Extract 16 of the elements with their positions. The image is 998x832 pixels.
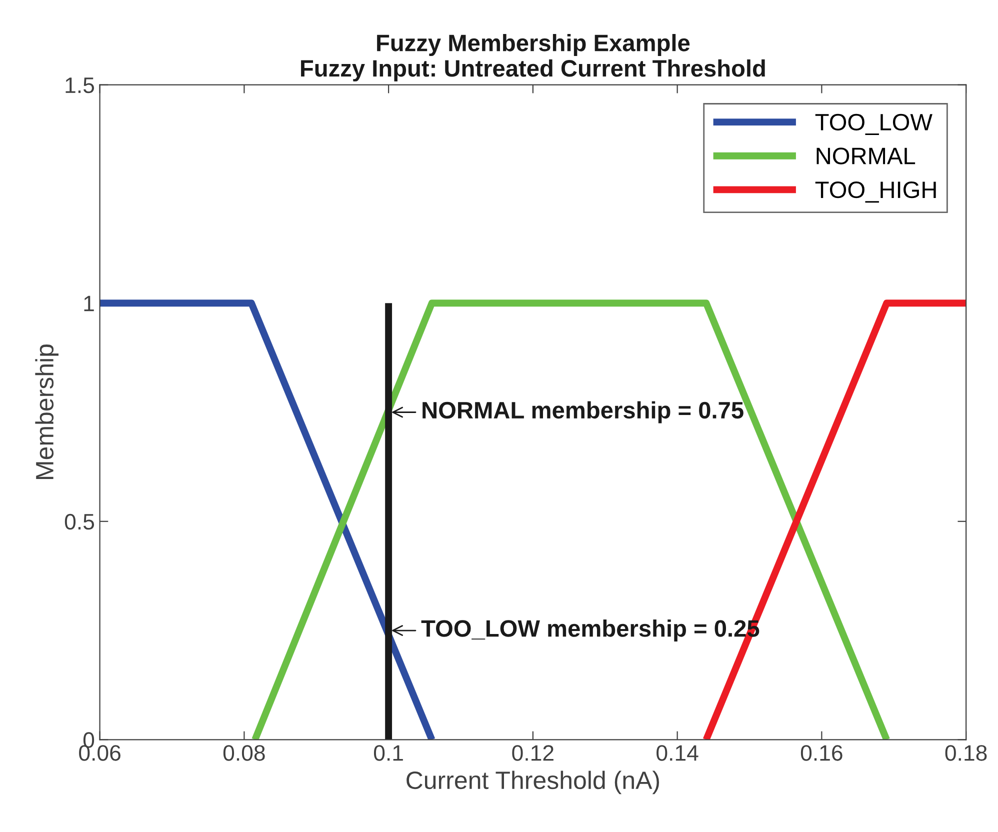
legend-label: NORMAL (816, 148, 916, 164)
y-tick-label: 1.5 (66, 78, 94, 94)
x-tick-label: 0.08 (223, 745, 265, 761)
x-tick-label: 0.16 (800, 745, 842, 761)
annotation: NORMAL membership = 0.75 (422, 401, 744, 424)
legend-label: TOO_LOW (815, 114, 932, 135)
x-tick-label: 0.1 (374, 745, 403, 761)
y-tick-label: 1 (84, 296, 94, 312)
y-tick-label: 0.5 (64, 514, 94, 530)
x-tick-label: 0.14 (656, 745, 698, 761)
x-tick-label: 0.12 (512, 745, 554, 761)
legend-label: TOO_HIGH (815, 181, 936, 203)
chart-title: Fuzzy Membership Example Fuzzy Input: Untreated Current Threshold (301, 34, 765, 82)
x-axis-title: Current Threshold (nA) (406, 770, 659, 794)
y-axis-title: Membership (35, 344, 58, 479)
x-tick-label: 0.18 (945, 745, 987, 761)
